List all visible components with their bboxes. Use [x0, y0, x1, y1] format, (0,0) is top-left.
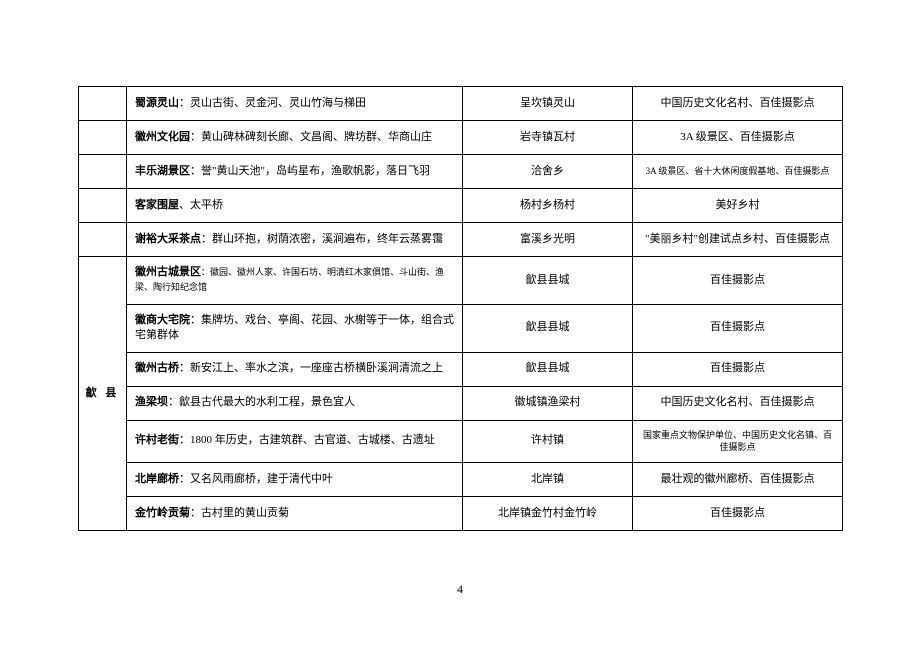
- table-row: 客家围屋、太平桥杨村乡杨村美好乡村: [79, 189, 843, 223]
- table-row: 徽州古桥：新安江上、率水之滨，一座座古桥横卧溪涧清流之上歙县县城百佳摄影点: [79, 352, 843, 386]
- note-cell: 中国历史文化名村、百佳摄影点: [633, 386, 843, 420]
- spot-desc: ：群山环抱，树荫浓密，溪涧遍布，终年云蒸雾霭: [201, 233, 443, 245]
- region-cell-empty: [79, 223, 127, 257]
- table-row: 徽商大宅院：集牌坊、戏台、亭阁、花园、水榭等于一体，组合式宅第群体歙县县城百佳摄…: [79, 304, 843, 352]
- spot-desc: 、太平桥: [179, 199, 223, 211]
- note-cell: 百佳摄影点: [633, 304, 843, 352]
- spot-desc: ：誉"黄山天池"，岛屿星布，渔歌帆影，落日飞羽: [190, 165, 430, 177]
- description-cell: 北岸廊桥：又名风雨廊桥，建于清代中叶: [127, 462, 463, 496]
- table-row: 蜀源灵山：灵山古街、灵金河、灵山竹海与梯田呈坎镇灵山中国历史文化名村、百佳摄影点: [79, 87, 843, 121]
- table-row: 丰乐湖景区：誉"黄山天池"，岛屿星布，渔歌帆影，落日飞羽洽舍乡3A 级景区、省十…: [79, 155, 843, 189]
- note-cell: 百佳摄影点: [633, 352, 843, 386]
- description-cell: 徽州文化园：黄山碑林碑刻长廊、文昌阁、牌坊群、华商山庄: [127, 121, 463, 155]
- note-cell: "美丽乡村"创建试点乡村、百佳摄影点: [633, 223, 843, 257]
- table-row: 徽州文化园：黄山碑林碑刻长廊、文昌阁、牌坊群、华商山庄岩寺镇瓦村3A 级景区、百…: [79, 121, 843, 155]
- note-cell: 3A 级景区、省十大休闲度假基地、百佳摄影点: [633, 155, 843, 189]
- spot-desc: ：黄山碑林碑刻长廊、文昌阁、牌坊群、华商山庄: [190, 131, 432, 143]
- spot-desc: ：歙县古代最大的水利工程，景色宜人: [168, 396, 355, 408]
- spot-name: 北岸廊桥: [135, 473, 179, 485]
- spot-desc: ：古村里的黄山贡菊: [190, 507, 289, 519]
- table-row: 渔梁坝：歙县古代最大的水利工程，景色宜人徽城镇渔梁村中国历史文化名村、百佳摄影点: [79, 386, 843, 420]
- spot-name: 许村老街: [135, 434, 179, 446]
- location-cell: 北岸镇金竹村金竹岭: [463, 496, 633, 530]
- region-cell-empty: [79, 155, 127, 189]
- location-cell: 岩寺镇瓦村: [463, 121, 633, 155]
- spot-desc: ：新安江上、率水之滨，一座座古桥横卧溪涧清流之上: [179, 362, 443, 374]
- note-cell: 中国历史文化名村、百佳摄影点: [633, 87, 843, 121]
- spot-desc: ：1800 年历史，古建筑群、古官道、古城楼、古遗址: [179, 434, 435, 446]
- spot-name: 金竹岭贡菊: [135, 507, 190, 519]
- spot-name: 徽州文化园: [135, 131, 190, 143]
- data-table: 蜀源灵山：灵山古街、灵金河、灵山竹海与梯田呈坎镇灵山中国历史文化名村、百佳摄影点…: [78, 86, 843, 531]
- spot-name: 谢裕大采茶点: [135, 233, 201, 245]
- spot-name: 丰乐湖景区: [135, 165, 190, 177]
- spot-name: 渔梁坝: [135, 396, 168, 408]
- spot-name: 客家围屋: [135, 199, 179, 211]
- note-cell: 3A 级景区、百佳摄影点: [633, 121, 843, 155]
- note-cell: 百佳摄影点: [633, 257, 843, 305]
- spot-name: 徽州古桥: [135, 362, 179, 374]
- spot-name: 徽商大宅院: [135, 314, 190, 326]
- description-cell: 徽州古桥：新安江上、率水之滨，一座座古桥横卧溪涧清流之上: [127, 352, 463, 386]
- spot-name: 蜀源灵山: [135, 97, 179, 109]
- spot-desc: ：又名风雨廊桥，建于清代中叶: [179, 473, 333, 485]
- location-cell: 歙县县城: [463, 304, 633, 352]
- note-cell: 美好乡村: [633, 189, 843, 223]
- location-cell: 杨村乡杨村: [463, 189, 633, 223]
- description-cell: 徽州古城景区：徽园、徽州人家、许国石坊、明清红木家俱馆、斗山街、渔梁、陶行知纪念…: [127, 257, 463, 305]
- table-row: 歙 县徽州古城景区：徽园、徽州人家、许国石坊、明清红木家俱馆、斗山街、渔梁、陶行…: [79, 257, 843, 305]
- scenic-spots-table: 蜀源灵山：灵山古街、灵金河、灵山竹海与梯田呈坎镇灵山中国历史文化名村、百佳摄影点…: [78, 86, 842, 531]
- location-cell: 富溪乡光明: [463, 223, 633, 257]
- description-cell: 徽商大宅院：集牌坊、戏台、亭阁、花园、水榭等于一体，组合式宅第群体: [127, 304, 463, 352]
- location-cell: 歙县县城: [463, 257, 633, 305]
- location-cell: 歙县县城: [463, 352, 633, 386]
- note-cell: 百佳摄影点: [633, 496, 843, 530]
- location-cell: 洽舍乡: [463, 155, 633, 189]
- region-cell: 歙 县: [79, 257, 127, 531]
- location-cell: 许村镇: [463, 420, 633, 462]
- spot-name: 徽州古城景区: [135, 266, 201, 278]
- table-row: 许村老街：1800 年历史，古建筑群、古官道、古城楼、古遗址许村镇国家重点文物保…: [79, 420, 843, 462]
- region-cell-empty: [79, 121, 127, 155]
- description-cell: 蜀源灵山：灵山古街、灵金河、灵山竹海与梯田: [127, 87, 463, 121]
- description-cell: 客家围屋、太平桥: [127, 189, 463, 223]
- location-cell: 徽城镇渔梁村: [463, 386, 633, 420]
- location-cell: 北岸镇: [463, 462, 633, 496]
- description-cell: 金竹岭贡菊：古村里的黄山贡菊: [127, 496, 463, 530]
- table-row: 北岸廊桥：又名风雨廊桥，建于清代中叶北岸镇最壮观的徽州廊桥、百佳摄影点: [79, 462, 843, 496]
- note-cell: 国家重点文物保护单位、中国历史文化名镇、百佳摄影点: [633, 420, 843, 462]
- description-cell: 许村老街：1800 年历史，古建筑群、古官道、古城楼、古遗址: [127, 420, 463, 462]
- description-cell: 丰乐湖景区：誉"黄山天池"，岛屿星布，渔歌帆影，落日飞羽: [127, 155, 463, 189]
- note-cell: 最壮观的徽州廊桥、百佳摄影点: [633, 462, 843, 496]
- page-number: 4: [457, 582, 463, 597]
- region-cell-empty: [79, 189, 127, 223]
- table-row: 金竹岭贡菊：古村里的黄山贡菊北岸镇金竹村金竹岭百佳摄影点: [79, 496, 843, 530]
- table-row: 谢裕大采茶点：群山环抱，树荫浓密，溪涧遍布，终年云蒸雾霭富溪乡光明"美丽乡村"创…: [79, 223, 843, 257]
- spot-desc: ：灵山古街、灵金河、灵山竹海与梯田: [179, 97, 366, 109]
- location-cell: 呈坎镇灵山: [463, 87, 633, 121]
- description-cell: 渔梁坝：歙县古代最大的水利工程，景色宜人: [127, 386, 463, 420]
- description-cell: 谢裕大采茶点：群山环抱，树荫浓密，溪涧遍布，终年云蒸雾霭: [127, 223, 463, 257]
- region-cell-empty: [79, 87, 127, 121]
